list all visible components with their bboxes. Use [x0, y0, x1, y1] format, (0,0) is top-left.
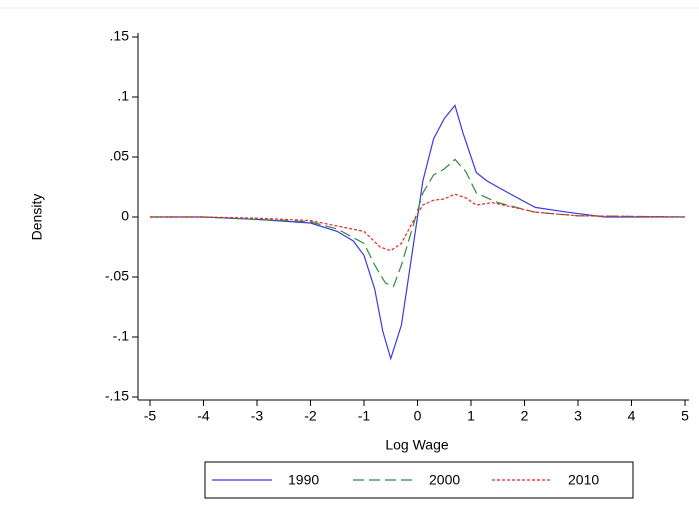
x-tick-label: 2 [521, 408, 529, 424]
legend-box [204, 461, 634, 499]
x-tick-label: 5 [681, 408, 689, 424]
x-tick-label: -4 [197, 408, 210, 424]
legend-label: 2000 [429, 472, 460, 488]
x-tick-label: 0 [414, 408, 422, 424]
x-tick-label: 3 [574, 408, 582, 424]
y-tick-label: .05 [110, 148, 130, 164]
x-tick-label: 4 [628, 408, 636, 424]
y-tick-label: .15 [110, 28, 130, 44]
x-tick-label: -3 [251, 408, 264, 424]
y-tick-label: .1 [117, 88, 129, 104]
y-axis-title: Density [29, 194, 45, 241]
y-tick-label: -.05 [105, 268, 129, 284]
line-series [150, 158, 686, 288]
x-tick-label: -2 [304, 408, 317, 424]
y-tick-label: 0 [121, 208, 129, 224]
x-tick-label: 1 [467, 408, 475, 424]
x-axis-title: Log Wage [385, 437, 449, 453]
line-series [150, 193, 686, 252]
y-tick-label: -.15 [105, 388, 129, 404]
line-series [150, 104, 685, 361]
x-tick-label: -5 [144, 408, 157, 424]
legend-label: 2010 [568, 472, 599, 488]
y-tick-label: -.1 [113, 328, 130, 344]
x-tick-label: -1 [358, 408, 371, 424]
legend-label: 1990 [288, 472, 319, 488]
